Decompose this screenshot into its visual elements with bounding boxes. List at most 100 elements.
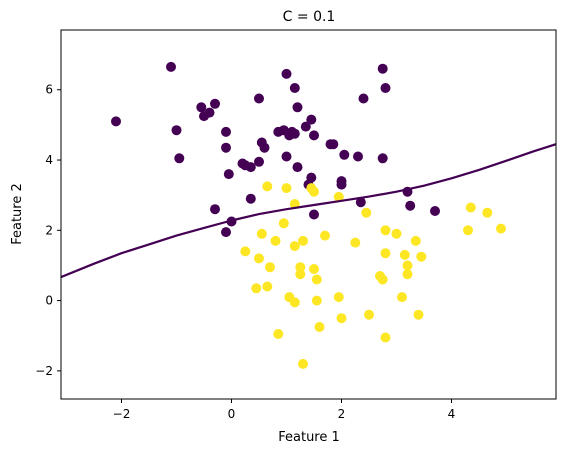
data-point — [171, 125, 182, 136]
data-point — [410, 235, 421, 246]
data-point — [350, 237, 361, 248]
data-point — [339, 149, 350, 160]
data-point — [289, 241, 300, 252]
data-point — [221, 227, 231, 238]
data-point — [221, 126, 231, 137]
data-point — [265, 262, 275, 273]
data-point — [298, 358, 308, 369]
x-axis-ticks: −2 0 2 4 — [113, 399, 456, 421]
data-point — [402, 269, 413, 280]
data-point — [333, 292, 344, 303]
data-point — [416, 251, 427, 262]
data-point — [333, 191, 344, 202]
data-point — [430, 206, 440, 216]
data-point — [377, 153, 388, 164]
data-point — [496, 223, 506, 234]
data-point — [463, 225, 473, 236]
data-point — [210, 98, 220, 109]
x-tick-label: 2 — [338, 407, 346, 421]
data-point — [256, 228, 267, 239]
data-point — [281, 151, 292, 162]
data-point — [377, 274, 388, 285]
data-point — [380, 248, 391, 259]
data-point — [353, 151, 363, 162]
data-point — [358, 93, 369, 104]
data-point — [245, 162, 256, 173]
data-point — [405, 200, 416, 211]
data-point — [314, 322, 325, 332]
data-point — [336, 313, 347, 324]
data-point — [278, 218, 289, 229]
data-point — [254, 156, 264, 167]
data-point — [111, 116, 121, 127]
data-point — [254, 93, 264, 104]
y-tick-label: 6 — [45, 83, 53, 97]
data-point — [380, 332, 391, 343]
data-point — [289, 83, 300, 93]
decision-boundary-line — [61, 143, 556, 279]
data-point — [166, 61, 176, 72]
data-point — [251, 283, 262, 294]
data-point — [380, 225, 391, 236]
data-point — [240, 246, 251, 257]
data-point — [245, 193, 256, 204]
data-point — [361, 207, 372, 218]
y-tick-label: 2 — [45, 223, 53, 237]
series-0 — [111, 61, 440, 238]
data-point — [465, 202, 476, 213]
data-point — [391, 228, 402, 239]
data-point — [295, 269, 306, 280]
data-point — [309, 209, 319, 220]
data-point — [259, 142, 270, 153]
data-point — [328, 139, 339, 150]
data-point — [320, 230, 330, 241]
data-point — [273, 329, 284, 339]
data-point — [306, 114, 317, 125]
data-point — [281, 68, 292, 79]
data-point — [309, 130, 319, 141]
x-tick-label: 0 — [228, 407, 236, 421]
data-point — [413, 309, 424, 320]
data-point — [482, 207, 493, 218]
y-tick-label: 4 — [45, 153, 53, 167]
data-point — [402, 260, 413, 271]
data-point — [300, 121, 311, 132]
y-tick-label: 0 — [45, 294, 53, 308]
data-point — [289, 297, 300, 308]
series-1 — [240, 181, 506, 369]
plot-marks — [61, 61, 556, 369]
data-point — [311, 295, 322, 306]
data-point — [309, 264, 319, 274]
data-point — [204, 107, 215, 118]
x-axis-label: Feature 1 — [278, 430, 340, 445]
data-point — [311, 274, 322, 285]
data-point — [223, 169, 234, 180]
data-point — [262, 281, 273, 292]
data-point — [174, 153, 185, 164]
chart-title: C = 0.1 — [283, 9, 336, 25]
x-tick-label: 4 — [448, 407, 456, 421]
data-point — [292, 102, 303, 113]
data-point — [364, 309, 374, 320]
data-point — [210, 204, 220, 215]
data-point — [336, 176, 347, 187]
data-point — [254, 253, 264, 264]
data-point — [270, 235, 281, 246]
data-point — [281, 183, 292, 194]
data-point — [377, 63, 388, 74]
data-point — [221, 142, 231, 153]
data-point — [380, 83, 391, 93]
data-point — [355, 197, 366, 208]
data-point — [298, 235, 308, 246]
data-point — [295, 262, 306, 273]
data-point — [292, 162, 303, 173]
data-point — [196, 102, 207, 113]
x-tick-label: −2 — [113, 407, 131, 421]
y-axis-ticks: −2 0 2 4 6 — [35, 83, 61, 378]
data-point — [262, 181, 273, 192]
y-axis-label: Feature 2 — [10, 183, 25, 245]
data-point — [309, 186, 319, 197]
data-point — [289, 128, 300, 139]
